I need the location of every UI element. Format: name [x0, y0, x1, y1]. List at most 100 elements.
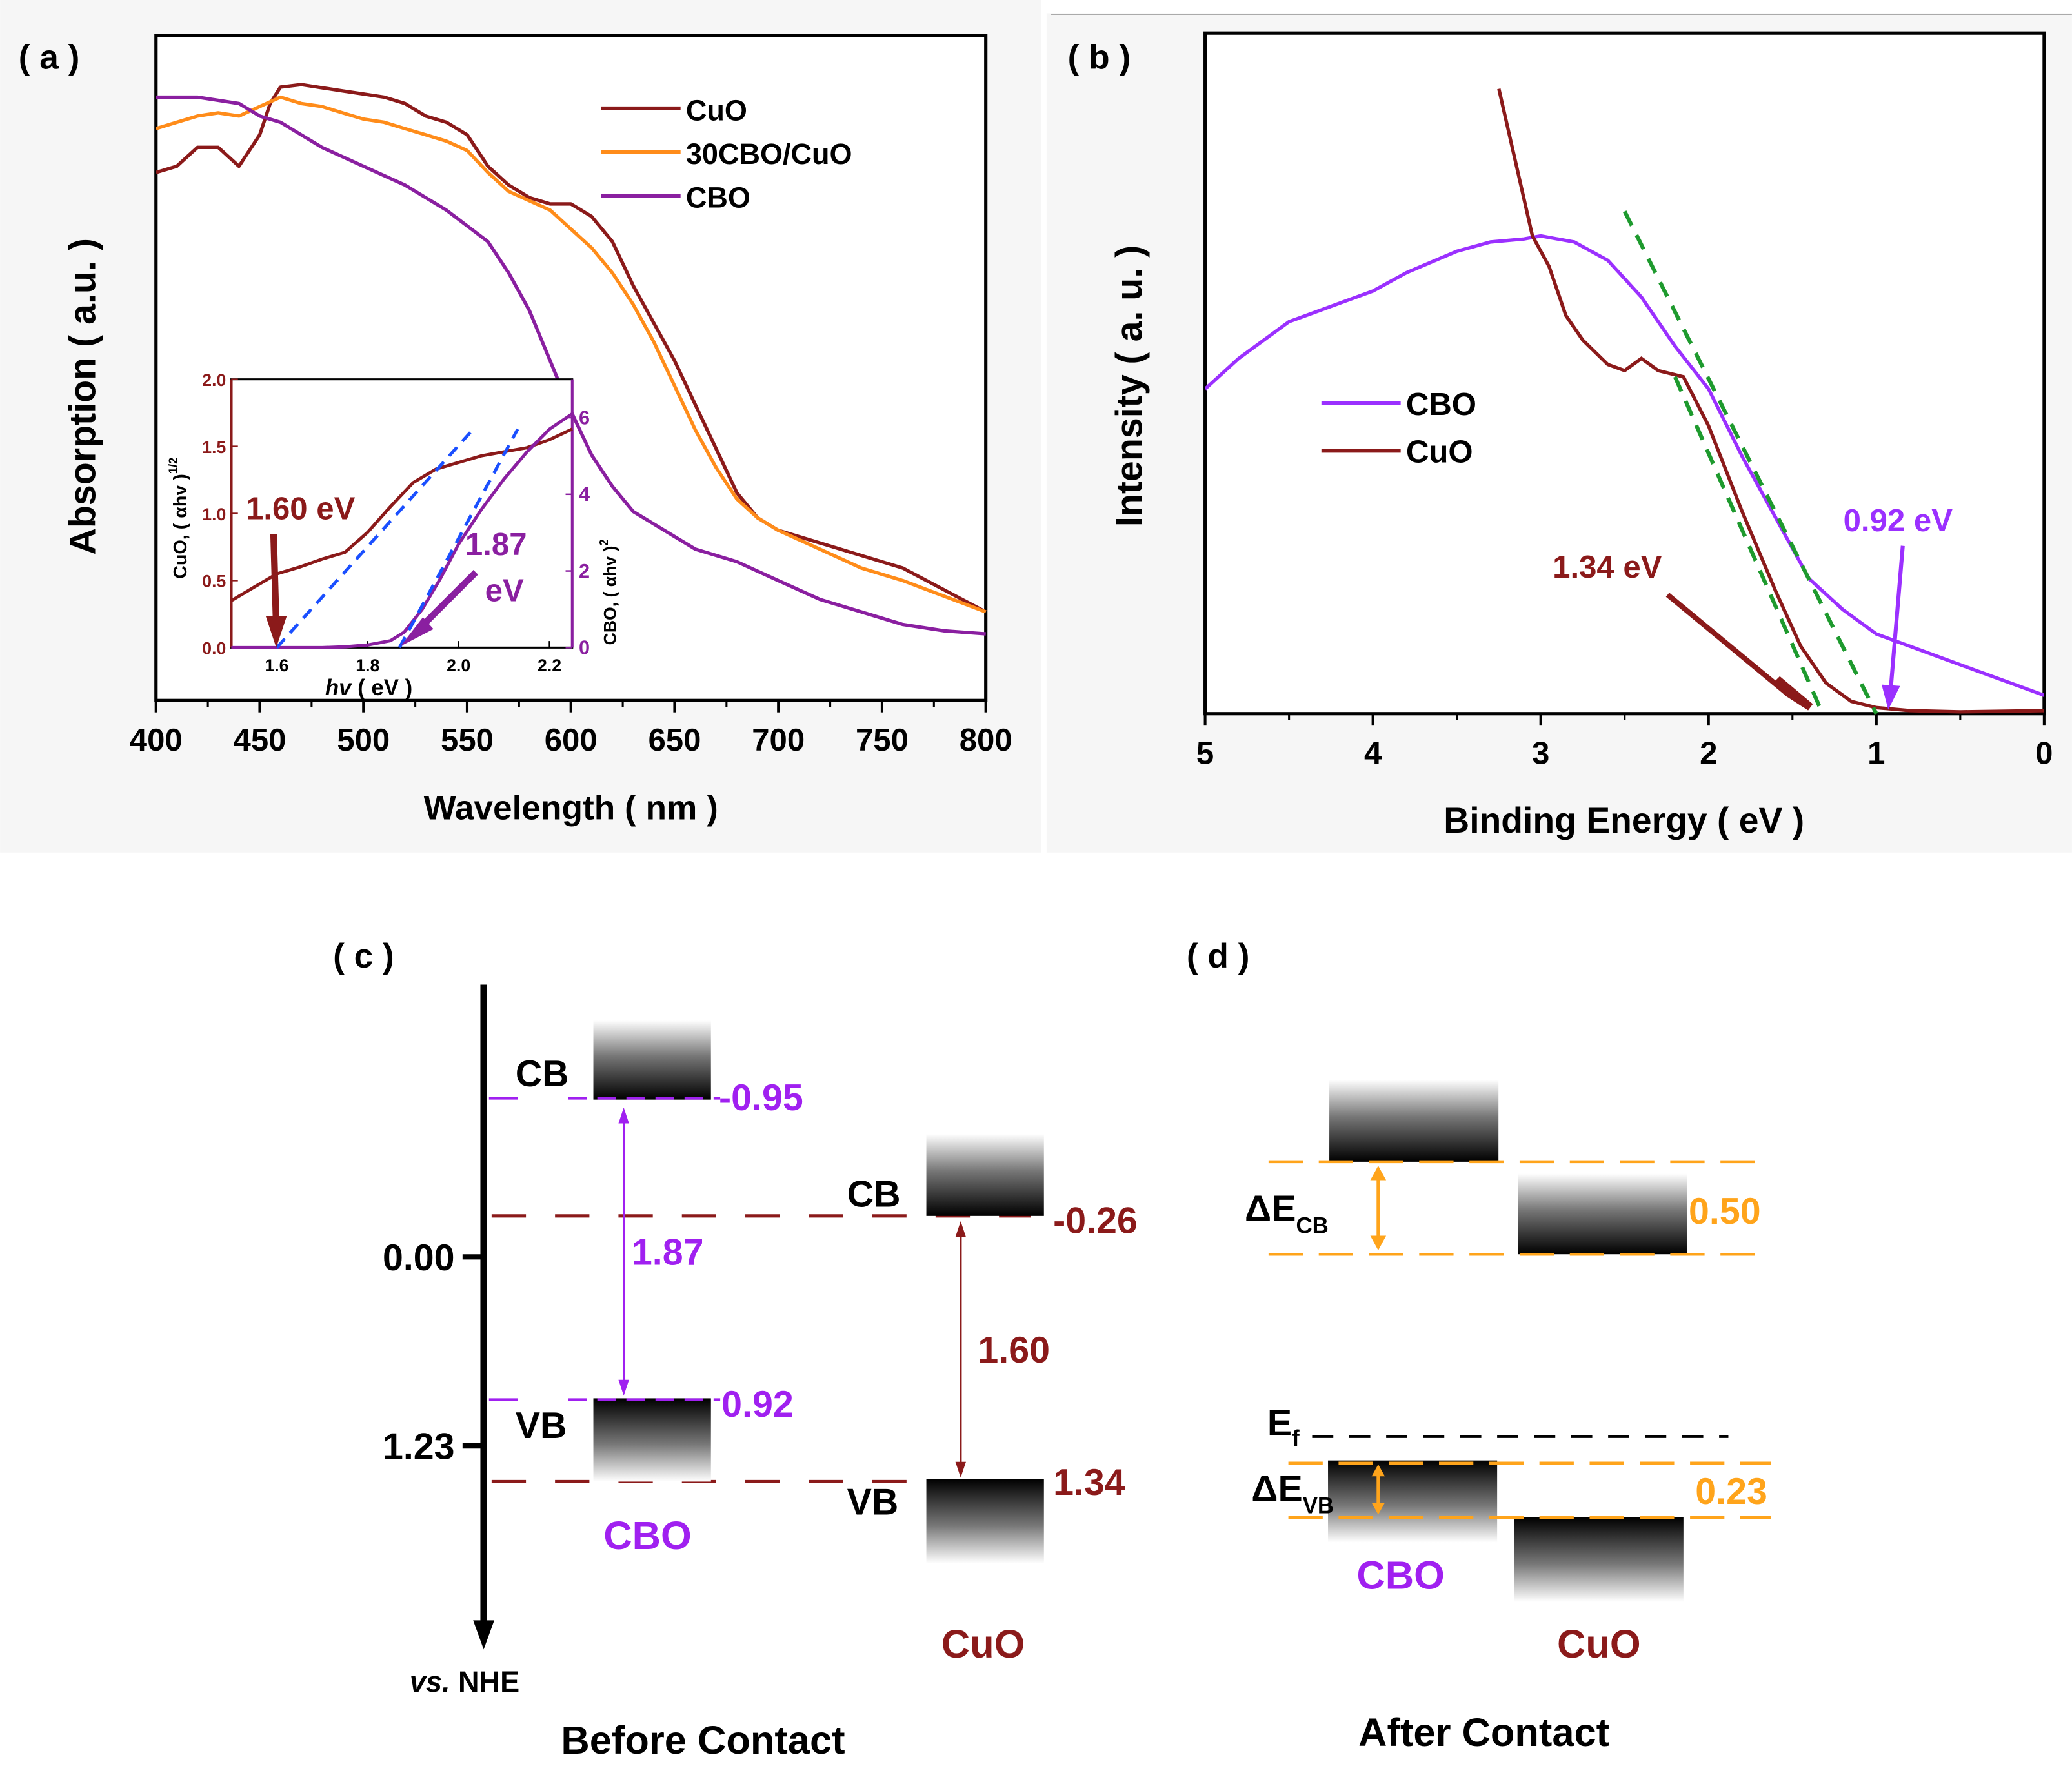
a-xtick-label: 500 [337, 723, 390, 758]
cbo-gap-value: 1.87 [632, 1232, 704, 1273]
cuo-name-d: CuO [1557, 1622, 1641, 1667]
inset-ylabel-left-sup: 1/2 [166, 458, 180, 474]
panel-b-arrow-cuo [1665, 593, 1791, 698]
panel-b-legend: CBO CuO [1321, 387, 1476, 470]
fermi-sub: f [1292, 1426, 1300, 1451]
a-series-cbo [156, 95, 986, 636]
panel-b-label: ( b ) [1068, 38, 1131, 76]
b-series-cbo [1205, 234, 2044, 697]
a-xtick-label: 450 [234, 723, 287, 758]
legend-label-cbo-b: CBO [1406, 387, 1476, 422]
cuo-cb-value: -0.26 [1053, 1200, 1138, 1241]
inset-ylabel-right: CBO, ( αhv )2 [597, 539, 619, 645]
cuo-cb-band [926, 1133, 1044, 1216]
b-fit-line [1622, 210, 1878, 715]
inset-xlabel-unit: ( eV ) [351, 675, 412, 700]
b-xtick-label: 2 [1700, 736, 1717, 771]
a-xtick-label: 600 [545, 723, 598, 758]
panel-a-label: ( a ) [19, 38, 80, 76]
inset-fit-line [276, 429, 474, 649]
panel-a-series [155, 83, 987, 636]
delta-vb-label: ΔEVB [1251, 1468, 1334, 1518]
panel-a-xlabel: Wavelength ( nm ) [424, 789, 718, 827]
inset-xlabel: hv ( eV ) [325, 675, 412, 700]
inset-annotation-cuo: 1.60 eV [246, 492, 356, 527]
cuo-gap-arrowhead-bottom [955, 1461, 966, 1478]
inset-ytick-right-label: 2 [579, 560, 590, 582]
fermi-label: Ef [1267, 1403, 1300, 1451]
b-xtick-label: 3 [1532, 736, 1549, 771]
inset-ylabel-left: CuO, ( αhv )1/2 [166, 458, 191, 579]
delta-cb-arrowhead-bottom [1370, 1235, 1387, 1251]
cbo-vb-label: VB [516, 1405, 567, 1446]
panel-c-title: Before Contact [561, 1718, 845, 1763]
cbo-name-d: CBO [1356, 1553, 1444, 1598]
panel-a-ylabel: Absorption ( a.u. ) [63, 238, 104, 554]
panel-b-ylabel: Intensity ( a. u. ) [1109, 245, 1150, 527]
delta-vb-text: ΔE [1251, 1468, 1302, 1510]
cbo-gap-arrowhead-top [618, 1107, 629, 1124]
cbo-cb-band [593, 1020, 711, 1100]
cuo-vb-band [926, 1479, 1044, 1564]
inset-ytick-left-label: 2.0 [202, 370, 226, 390]
inset-series-cbo [231, 412, 574, 649]
inset-xlabel-hv: hv [325, 675, 352, 700]
inset-arrowhead-cbo [400, 617, 434, 647]
panel-b-arrow-cbo [1889, 545, 1905, 688]
inset-arrowhead-cuo [265, 616, 287, 648]
a-xtick-label: 800 [960, 723, 1012, 758]
cbo-vb-band-after [1328, 1460, 1498, 1543]
cbo-vb-band [593, 1398, 711, 1482]
vb-offset-value: 0.23 [1695, 1471, 1767, 1512]
inset-ytick-left-label: 0.5 [202, 572, 226, 591]
inset-ylabel-right-sup: 2 [597, 539, 610, 545]
zero-label: 0.00 [383, 1237, 455, 1279]
panel-b-arrowhead-cuo [1774, 676, 1813, 711]
panel-a: ( a ) 400 450 500 550 600 650 700 750 800 Wavele… [19, 34, 1012, 827]
delta-vb-arrowhead-bottom [1371, 1503, 1385, 1515]
inset-series-cuo [230, 427, 573, 602]
a-series-30cbo-cuo [155, 95, 987, 614]
inset-xtick-label: 2.0 [447, 656, 470, 675]
a-xtick-label: 750 [856, 723, 909, 758]
cuo-name-c: CuO [941, 1622, 1025, 1667]
a-xtick-label: 650 [648, 723, 701, 758]
delta-cb-arrowhead-top [1370, 1166, 1387, 1181]
panel-b-xlabel: Binding Energy ( eV ) [1443, 800, 1804, 840]
cuo-vb-label: VB [847, 1482, 899, 1523]
panel-c-label: ( c ) [333, 937, 394, 975]
inset-frame [230, 378, 574, 649]
inset-ytick-right-label: 4 [579, 483, 590, 505]
inset-ytick-left-label: 0.0 [202, 639, 226, 658]
cb-offset-value: 0.50 [1689, 1191, 1761, 1232]
legend-label-composite: 30CBO/CuO [686, 137, 852, 170]
a-xtick-label: 700 [752, 723, 805, 758]
cuo-gap-value: 1.60 [978, 1330, 1050, 1371]
nhe-caption-vs: vs. [410, 1665, 450, 1698]
panel-b-frame [1203, 31, 2046, 716]
inset-xtick-label: 1.8 [356, 656, 379, 675]
b-xtick-label: 0 [2035, 736, 2053, 771]
b-xtick-label: 5 [1196, 736, 1214, 771]
b-fit-line [1673, 376, 1825, 715]
inset-ylabel-left-text: CuO, ( αhv ) [170, 474, 191, 578]
delta-vb-arrowhead-top [1371, 1464, 1385, 1477]
a-xtick-label: 550 [441, 723, 494, 758]
inset-fit-line [397, 428, 519, 649]
inset-ticks: 1.6 1.8 2.0 2.2 0.0 0.5 1.0 1.5 2.0 0 2 4 6 [202, 370, 590, 675]
inset-ytick-left-label: 1.0 [202, 505, 226, 524]
panel-b-annotation-cuo: 1.34 eV [1553, 550, 1662, 585]
panel-d: ( d ) ΔECB 0.50 Ef ΔEVB 0.23 CBO CuO Aft… [1187, 937, 1771, 1755]
inset-arrow-cbo [415, 570, 478, 633]
panel-a-legend: CuO 30CBO/CuO CBO [601, 94, 852, 214]
inset-ytick-right-label: 6 [579, 406, 590, 429]
b-xtick-label: 4 [1364, 736, 1382, 771]
cbo-gap-arrowhead-bottom [618, 1379, 629, 1396]
cuo-cb-band-after [1518, 1173, 1687, 1255]
water-label: 1.23 [383, 1426, 455, 1468]
panel-a-x-ticks: 400 450 500 550 600 650 700 750 800 [130, 700, 1012, 758]
cbo-name-c: CBO [603, 1514, 691, 1558]
cuo-gap-arrowhead-top [955, 1221, 966, 1237]
cuo-vb-band-after [1514, 1517, 1684, 1602]
panel-b-x-ticks: 5 4 3 2 1 0 [1196, 713, 2053, 771]
